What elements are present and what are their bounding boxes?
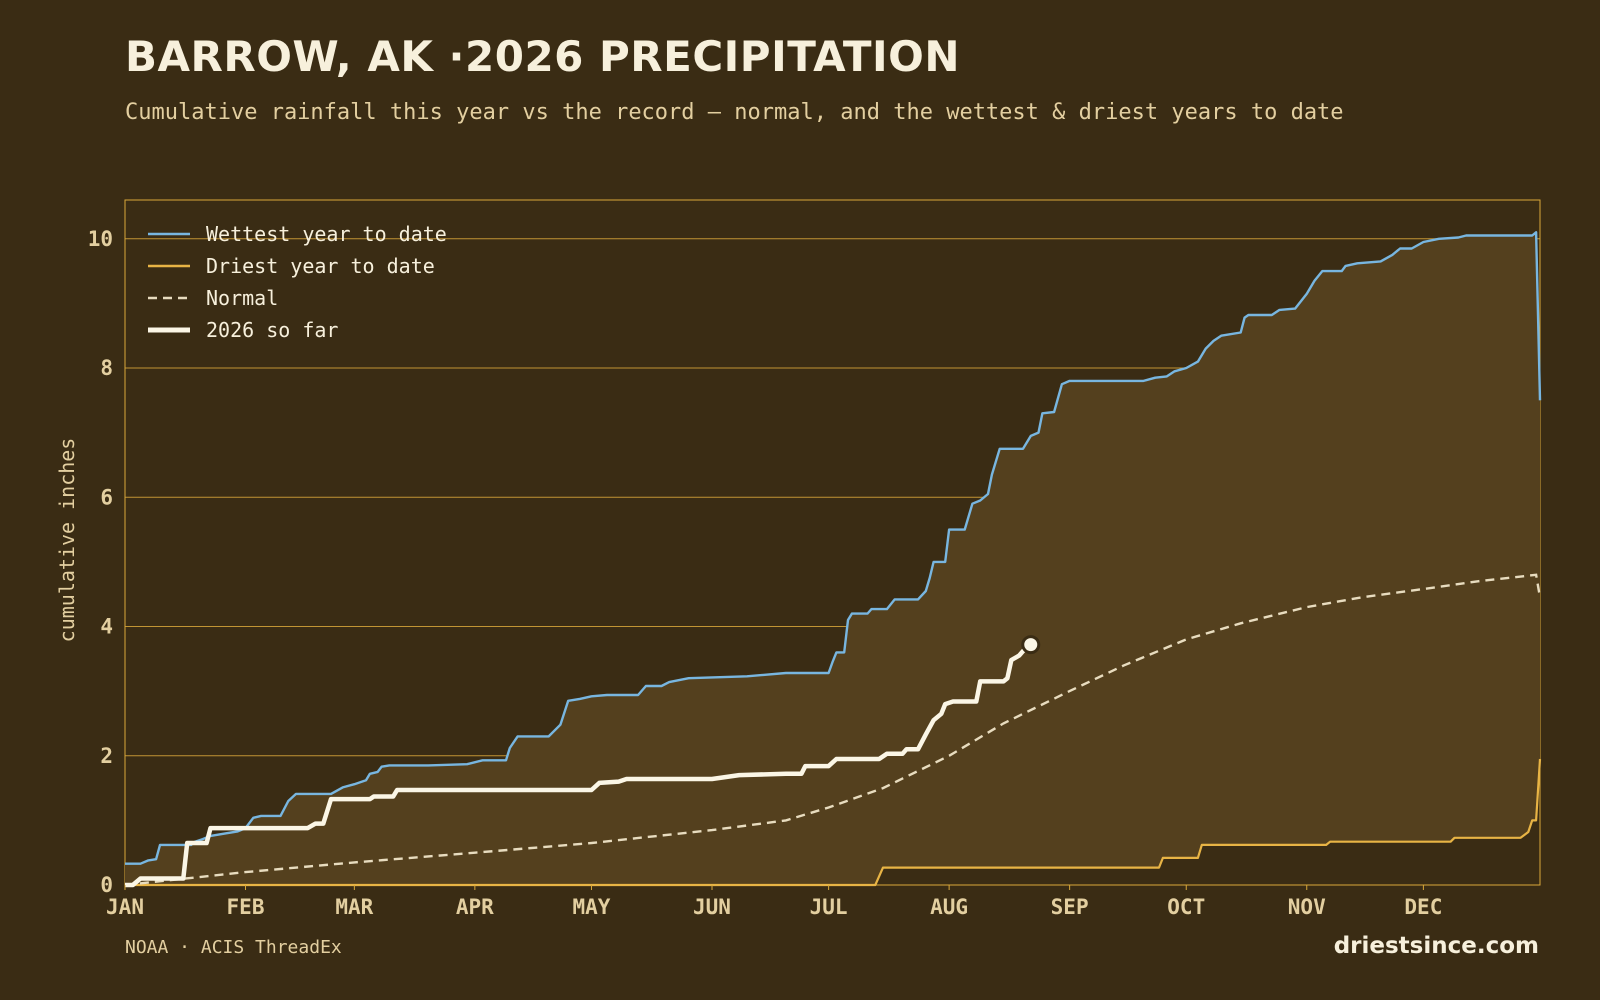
- series-line-driest: [125, 758, 1542, 887]
- current-value-marker: [1021, 635, 1041, 655]
- legend: Wettest year to date Driest year to date N…: [148, 222, 447, 342]
- y-tick-label: 8: [100, 356, 113, 380]
- x-tick-label: DEC: [1404, 895, 1442, 919]
- x-tick-label: APR: [456, 895, 494, 919]
- series-line-wettest: [125, 231, 1542, 865]
- x-tick-label: NOV: [1288, 895, 1326, 919]
- y-tick-label: 10: [88, 227, 113, 251]
- y-tick-label: 0: [100, 873, 113, 897]
- y-tick-label: 4: [100, 615, 113, 639]
- x-tick-label: AUG: [930, 895, 968, 919]
- axes: 0 2 4 6 8 10 JAN FEB MAR APR MAY JUN JUL AUG SEP OCT NOV…: [88, 227, 1443, 919]
- legend-label: Normal: [206, 286, 278, 310]
- series-lines: [124, 231, 1542, 888]
- legend-label: Driest year to date: [206, 254, 435, 278]
- y-tick-label: 6: [100, 485, 113, 509]
- x-tick-label: JAN: [106, 895, 144, 919]
- chart-subtitle: Cumulative rainfall this year vs the rec…: [125, 100, 1344, 125]
- x-tick-label: MAR: [335, 895, 373, 919]
- legend-label: Wettest year to date: [206, 222, 447, 246]
- chart-title: BARROW, AK ·2026 PRECIPITATION: [125, 32, 960, 81]
- legend-label: 2026 so far: [206, 318, 338, 342]
- wet-dry-range-band: [125, 232, 1540, 886]
- range-band: [125, 232, 1540, 886]
- x-tick-label: MAY: [573, 895, 611, 919]
- series-line-2026: [125, 642, 1033, 888]
- x-tick-label: JUL: [810, 895, 848, 919]
- y-axis-label: cumulative inches: [55, 438, 79, 643]
- series-line-normal: [124, 573, 1542, 887]
- y-tick-label: 2: [100, 744, 113, 768]
- source-credit: NOAA · ACIS ThreadEx: [125, 937, 342, 958]
- x-tick-label: SEP: [1051, 895, 1089, 919]
- x-tick-label: JUN: [693, 895, 731, 919]
- x-tick-label: FEB: [227, 895, 265, 919]
- x-tick-label: OCT: [1167, 895, 1205, 919]
- brand-link[interactable]: driestsince.com: [1333, 933, 1539, 959]
